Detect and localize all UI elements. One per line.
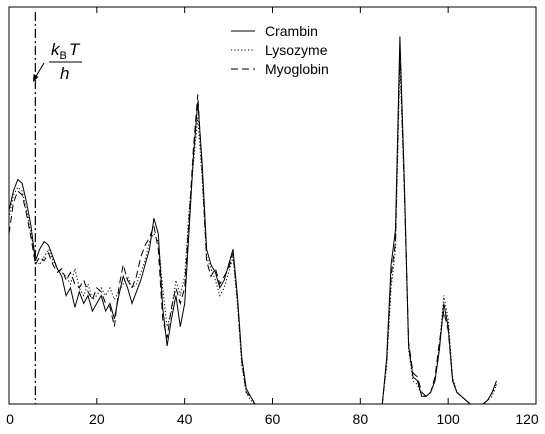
- x-tick-label: 40: [177, 411, 193, 427]
- kbt-annotation: kB T h: [33, 12, 82, 404]
- series-line-crambin: [8, 36, 497, 405]
- series-line-lysozyme: [8, 63, 497, 405]
- kbt-k: k: [51, 40, 61, 59]
- kbt-arrowhead: [33, 74, 39, 82]
- legend-label-crambin: Crambin: [265, 23, 318, 39]
- svg-text:kBT: kB T: [51, 40, 81, 62]
- x-tick-label: 120: [515, 411, 539, 427]
- x-tick-label: 60: [265, 411, 281, 427]
- kbt-denominator: h: [60, 64, 69, 83]
- x-tick-label: 100: [436, 411, 460, 427]
- legend-label-lysozyme: Lysozyme: [265, 42, 328, 58]
- x-tick-label: 0: [6, 411, 14, 427]
- series-line-myoglobin: [8, 47, 497, 405]
- kbt-subscript: B: [60, 50, 67, 62]
- x-tick-label: 80: [353, 411, 369, 427]
- kbt-arrow: [34, 62, 45, 79]
- x-axis: 0 20 40 60 80 100 120: [6, 7, 539, 427]
- series-layer: [8, 36, 497, 405]
- legend: Crambin Lysozyme Myoglobin: [231, 23, 329, 77]
- kbt-t: T: [69, 40, 81, 59]
- legend-label-myoglobin: Myoglobin: [265, 61, 329, 77]
- x-tick-label: 20: [89, 411, 105, 427]
